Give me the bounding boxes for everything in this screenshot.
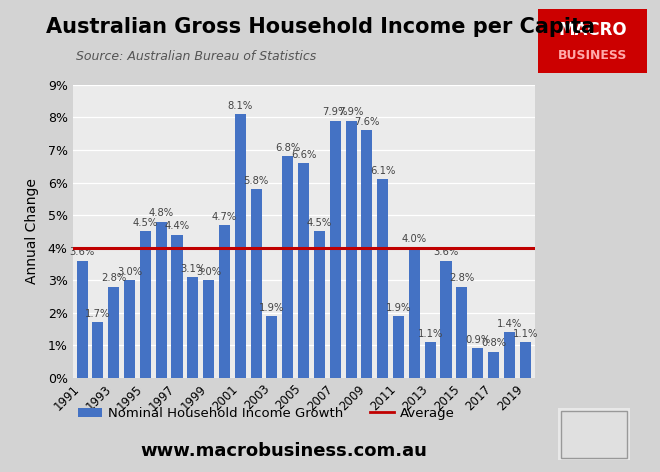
Bar bbox=[440, 261, 451, 378]
Bar bbox=[108, 287, 119, 378]
Bar bbox=[314, 231, 325, 378]
Text: 7.9%: 7.9% bbox=[339, 108, 364, 118]
Bar bbox=[187, 277, 199, 378]
Bar bbox=[456, 287, 467, 378]
Bar bbox=[519, 342, 531, 378]
Text: 4.8%: 4.8% bbox=[148, 208, 174, 218]
Text: 1.4%: 1.4% bbox=[497, 319, 522, 329]
Bar bbox=[140, 231, 151, 378]
Text: 4.0%: 4.0% bbox=[402, 234, 427, 244]
Text: 5.8%: 5.8% bbox=[244, 176, 269, 186]
Text: 1.9%: 1.9% bbox=[386, 303, 411, 312]
Text: 1.1%: 1.1% bbox=[418, 329, 443, 338]
Legend: Nominal Household Income Growth, Average: Nominal Household Income Growth, Average bbox=[73, 402, 461, 425]
Bar bbox=[156, 221, 167, 378]
Bar bbox=[504, 332, 515, 378]
Bar bbox=[298, 163, 309, 378]
Text: 4.7%: 4.7% bbox=[212, 211, 237, 221]
Text: 6.8%: 6.8% bbox=[275, 143, 300, 153]
Bar bbox=[361, 130, 372, 378]
Text: 3.6%: 3.6% bbox=[69, 247, 95, 257]
Bar bbox=[251, 189, 261, 378]
Bar bbox=[267, 316, 277, 378]
Text: Australian Gross Household Income per Capita: Australian Gross Household Income per Ca… bbox=[46, 17, 595, 36]
Bar bbox=[92, 322, 104, 378]
Text: 0.9%: 0.9% bbox=[465, 335, 490, 345]
Text: 8.1%: 8.1% bbox=[228, 101, 253, 111]
Text: 2.8%: 2.8% bbox=[449, 273, 475, 283]
Text: 3.6%: 3.6% bbox=[434, 247, 459, 257]
Bar bbox=[203, 280, 214, 378]
Text: 4.4%: 4.4% bbox=[164, 221, 189, 231]
Bar bbox=[346, 121, 356, 378]
Bar bbox=[488, 352, 499, 378]
Bar bbox=[124, 280, 135, 378]
Text: MACRO: MACRO bbox=[558, 21, 626, 40]
Bar bbox=[219, 225, 230, 378]
Bar bbox=[377, 179, 388, 378]
Text: 7.9%: 7.9% bbox=[323, 108, 348, 118]
Text: 1.7%: 1.7% bbox=[85, 309, 111, 319]
Y-axis label: Annual Change: Annual Change bbox=[25, 178, 40, 284]
Text: 6.6%: 6.6% bbox=[291, 150, 316, 160]
Text: 2.8%: 2.8% bbox=[101, 273, 126, 283]
Text: 3.0%: 3.0% bbox=[117, 267, 142, 277]
Text: Source: Australian Bureau of Statistics: Source: Australian Bureau of Statistics bbox=[76, 50, 316, 63]
Text: BUSINESS: BUSINESS bbox=[558, 50, 627, 62]
Text: 3.1%: 3.1% bbox=[180, 263, 205, 274]
Bar bbox=[330, 121, 341, 378]
Text: 1.1%: 1.1% bbox=[512, 329, 538, 338]
Text: www.macrobusiness.com.au: www.macrobusiness.com.au bbox=[141, 442, 427, 460]
Text: 4.5%: 4.5% bbox=[307, 218, 332, 228]
Text: 4.5%: 4.5% bbox=[133, 218, 158, 228]
Text: 1.9%: 1.9% bbox=[259, 303, 284, 312]
Text: 7.6%: 7.6% bbox=[354, 117, 379, 127]
Bar bbox=[77, 261, 88, 378]
Bar bbox=[235, 114, 246, 378]
Text: 6.1%: 6.1% bbox=[370, 166, 395, 176]
Bar bbox=[409, 247, 420, 378]
Text: 3.0%: 3.0% bbox=[196, 267, 221, 277]
Bar bbox=[282, 157, 293, 378]
Text: 0.8%: 0.8% bbox=[481, 338, 506, 348]
Bar bbox=[424, 342, 436, 378]
Bar bbox=[393, 316, 404, 378]
Bar bbox=[472, 348, 483, 378]
Bar bbox=[172, 235, 183, 378]
